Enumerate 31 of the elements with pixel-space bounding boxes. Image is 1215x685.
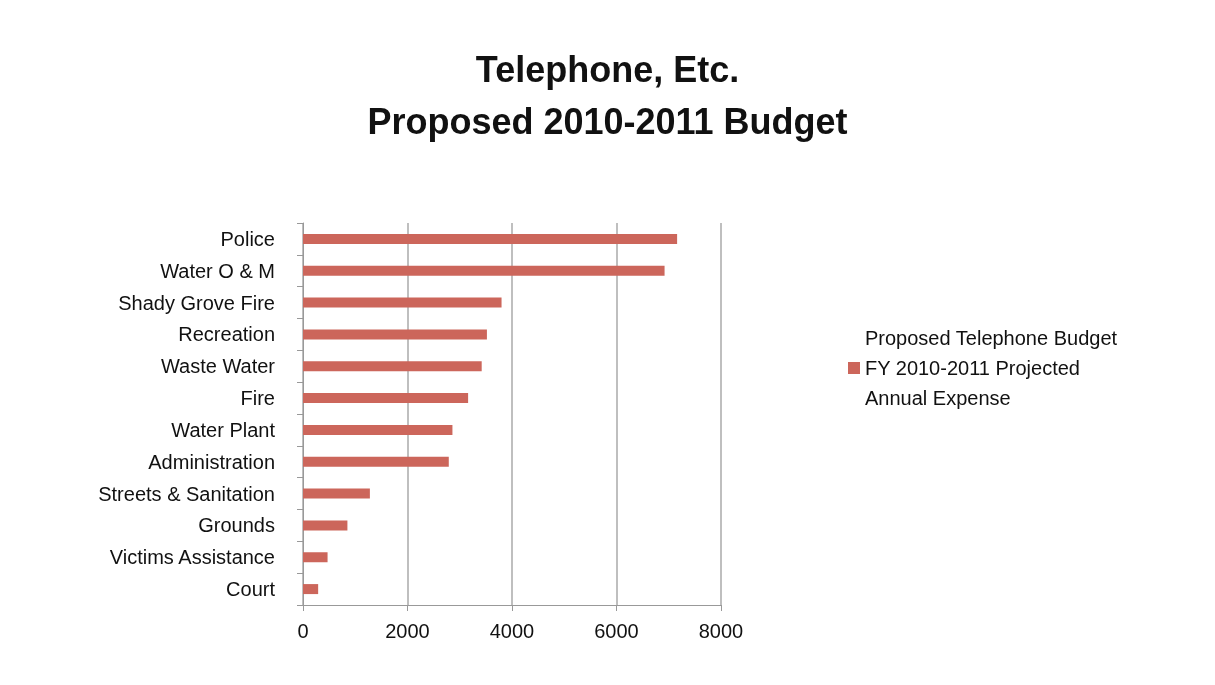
x-tick-label: 6000 — [594, 620, 639, 642]
bar — [303, 584, 319, 595]
x-tick-label: 4000 — [489, 620, 535, 642]
bar — [303, 329, 487, 340]
bar — [303, 265, 665, 276]
y-tick-label: Recreation — [178, 323, 275, 346]
bar — [303, 456, 449, 467]
y-tick-label: Grounds — [198, 514, 275, 537]
bar — [303, 488, 370, 499]
y-tick-label: Fire — [240, 387, 275, 410]
y-tick-label: Administration — [148, 450, 275, 473]
y-tick-label: Victims Assistance — [109, 546, 275, 569]
x-tick-label: 0 — [297, 620, 309, 642]
y-tick-label: Court — [226, 578, 276, 601]
y-tick-label: Water Plant — [171, 418, 276, 441]
x-tick-label: 8000 — [698, 620, 744, 642]
y-tick-label: Police — [220, 227, 275, 250]
bar — [303, 520, 348, 531]
bar — [303, 297, 502, 308]
legend-label: Proposed Telephone Budget FY 2010-2011 Projected Annual Expense — [865, 327, 1118, 409]
y-tick-label: Water O & M — [160, 259, 275, 282]
x-tick-label: 2000 — [385, 620, 430, 642]
bar — [303, 552, 328, 563]
y-tick-label: Streets & Sanitation — [98, 482, 275, 505]
y-tick-label: Waste Water — [160, 355, 276, 378]
bar — [303, 233, 678, 244]
bar — [303, 393, 469, 404]
y-tick-label: Shady Grove Fire — [118, 291, 275, 314]
chart-title: Telephone, Etc. Proposed 2010-2011 Budget — [367, 48, 848, 142]
bar — [303, 424, 453, 435]
bar — [303, 361, 482, 372]
